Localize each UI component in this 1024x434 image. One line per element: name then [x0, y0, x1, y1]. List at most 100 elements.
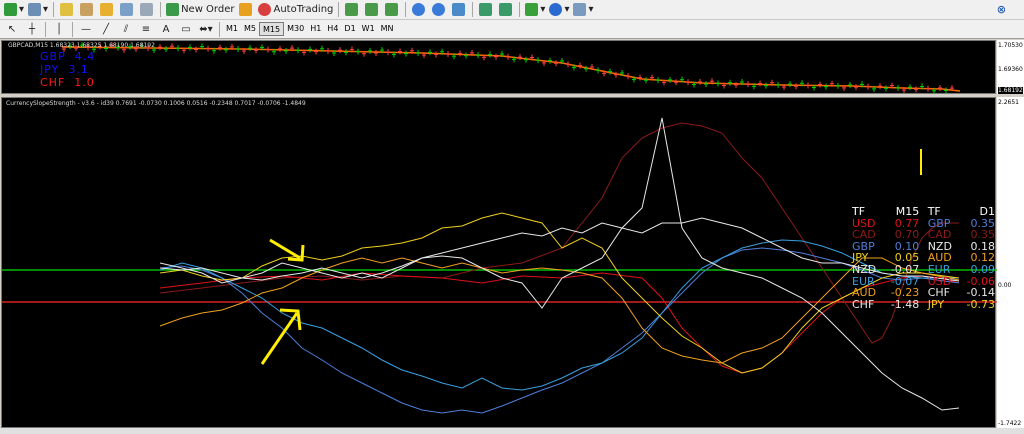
d1-value: 0.18 [970, 239, 996, 253]
bar-chart-icon [344, 3, 358, 16]
horizontal-line-button[interactable]: — [78, 21, 94, 37]
usd-strength-line [159, 272, 960, 374]
market-watch-button[interactable] [59, 2, 75, 18]
timeframe-d1[interactable]: D1 [344, 24, 356, 33]
metaeditor-button[interactable] [238, 2, 254, 18]
auto-trading-label: AutoTrading [273, 4, 334, 15]
d1-value: 0.09 [970, 262, 996, 276]
spacer [919, 241, 927, 253]
auto-trading-button[interactable]: AutoTrading [258, 2, 333, 18]
timeframe-h1[interactable]: H1 [310, 24, 322, 33]
spacer [919, 287, 927, 299]
indicator-scale-zero: 0.00 [998, 282, 1012, 289]
cursor-button[interactable]: ↖ [4, 21, 20, 37]
timeframe-h4[interactable]: H4 [327, 24, 339, 33]
vertical-line-icon: │ [55, 23, 63, 35]
timeframe-m15[interactable]: M15 [259, 22, 285, 36]
periodicity-button[interactable]: ▾ [549, 2, 569, 18]
templates-button[interactable]: ▾ [573, 2, 594, 18]
timeframe-m1[interactable]: M1 [226, 24, 238, 33]
data-window-button[interactable] [79, 2, 95, 18]
zoom-out-button[interactable] [431, 2, 447, 18]
d1-currency: USD [927, 274, 952, 288]
toolbar-separator [160, 2, 162, 17]
chart-shift-button[interactable] [478, 2, 494, 18]
m15-currency: NZD [852, 262, 877, 276]
navigator-button[interactable] [99, 2, 115, 18]
bar-chart-button[interactable] [344, 2, 360, 18]
toolbar-separator [45, 21, 46, 37]
close-icon[interactable]: ⊗ [996, 3, 1006, 16]
tile-windows-button[interactable] [451, 2, 467, 18]
arrow-upper-shaft [269, 238, 301, 260]
indicator-header: CurrencySlopeStrength - v3.6 - id39 0.76… [6, 100, 306, 107]
spacer [919, 264, 927, 276]
price-chart-header: GBPCAD,M15 1.68323 1.68325 1.68190 1.681… [8, 42, 155, 49]
line-chart-icon [384, 3, 398, 16]
label-button[interactable]: ▭ [178, 21, 194, 37]
channel-icon: ⫽ [123, 23, 129, 35]
crosshair-move-icon [79, 3, 93, 16]
toolbar-separator [519, 2, 521, 17]
price-chart-pane[interactable]: GBPCAD,M15 1.68323 1.68325 1.68190 1.681… [1, 40, 996, 94]
autoscroll-button[interactable] [498, 2, 514, 18]
indicator-scale[interactable]: 2.2651 0.00 -1.7422 [997, 97, 1024, 428]
timeframe-m30[interactable]: M30 [287, 24, 305, 33]
crosshair-button[interactable]: ┼ [24, 21, 40, 37]
strength-table-row: USD 0.77 GBP 0.35 [852, 216, 996, 230]
candlestick-icon [364, 3, 378, 16]
timeframe-w1[interactable]: W1 [361, 24, 375, 33]
terminal-button[interactable] [119, 2, 135, 18]
spacer [919, 299, 927, 311]
arrows-icon: ⬌▾ [199, 23, 213, 35]
spacer [919, 252, 927, 264]
new-order-button[interactable]: New Order [166, 2, 234, 18]
timeframe-mn[interactable]: MN [380, 24, 394, 33]
navigator-icon [99, 3, 113, 16]
new-chart-button[interactable]: ▾ [4, 2, 24, 18]
m15-value: 0.77 [894, 216, 920, 230]
jpy-strength-line [159, 212, 960, 374]
tester-icon [139, 3, 153, 16]
channel-button[interactable]: ⫽ [118, 21, 134, 37]
zoom-in-button[interactable] [411, 2, 427, 18]
toolbar-separator [338, 2, 340, 17]
label-currency: CHF [40, 76, 66, 89]
trendline-button[interactable]: ╱ [98, 21, 114, 37]
strength-table: TF M15 TF D1 USD 0.77 GBP 0.35 CAD 0.70 CAD 0.3… [852, 206, 995, 310]
text-label-icon: ▭ [181, 23, 191, 35]
spacer [919, 276, 927, 288]
arrow-lower-head [279, 308, 302, 331]
indicators-button[interactable]: ▾ [525, 2, 545, 18]
profiles-button[interactable]: ▾ [28, 2, 48, 18]
price-scale[interactable]: 1.70530 1.69360 1.68192 [997, 40, 1024, 94]
cursor-icon: ↖ [7, 23, 17, 35]
timeframe-m5[interactable]: M5 [244, 24, 256, 33]
d1-currency: EUR [927, 262, 951, 276]
arrow-lower-shaft [260, 312, 299, 365]
vertical-line-button[interactable]: │ [51, 21, 67, 37]
d1-value: 0.35 [970, 216, 996, 230]
chf-strength-line [159, 117, 960, 411]
arrows-button[interactable]: ⬌▾ [198, 21, 214, 37]
strategy-tester-button[interactable] [139, 2, 155, 18]
m15-currency: GBP [852, 239, 875, 253]
terminal-icon [119, 3, 133, 16]
candlestick-button[interactable] [364, 2, 380, 18]
trendline-icon: ╱ [102, 23, 110, 35]
m15-currency: AUD [852, 286, 877, 300]
moving-average-line [61, 46, 961, 92]
m15-currency: CHF [852, 297, 875, 311]
m15-currency: USD [852, 216, 876, 230]
line-chart-button[interactable] [384, 2, 400, 18]
header-tf-d1: TF [927, 205, 941, 218]
strength-table-row: NZD -0.07 EUR 0.09 [852, 264, 995, 276]
header-m15: M15 [895, 205, 920, 218]
fibonacci-button[interactable]: ≡ [138, 21, 154, 37]
m15-value: 0.05 [894, 251, 920, 265]
indicator-pane[interactable]: CurrencySlopeStrength - v3.6 - id39 0.76… [1, 97, 997, 428]
text-button[interactable]: A [158, 21, 174, 37]
pane-divider[interactable] [0, 94, 1024, 97]
indicators-icon [525, 3, 539, 16]
toolbar-separator [72, 21, 73, 37]
